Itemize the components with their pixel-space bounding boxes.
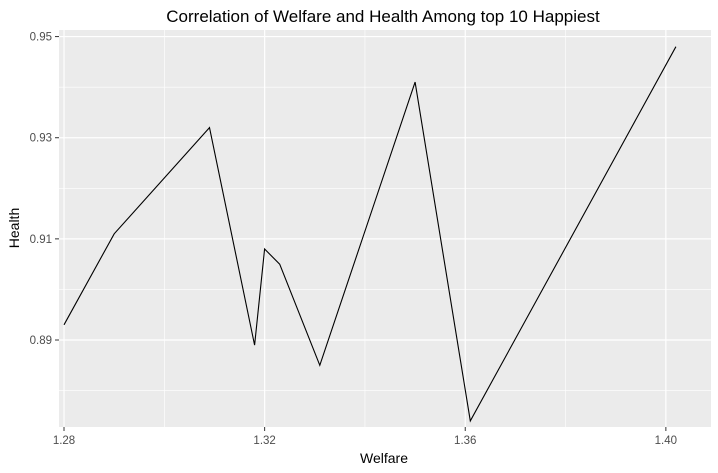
series-group <box>63 46 677 423</box>
major-gridlines <box>59 30 711 427</box>
minor-gridlines <box>59 30 711 427</box>
y-tick-label: 0.93 <box>30 133 52 145</box>
x-axis-title: Welfare <box>360 450 408 466</box>
x-tick-label: 1.28 <box>53 435 75 447</box>
x-tick-label: 1.36 <box>454 435 476 447</box>
y-axis: 0.89 0.91 0.93 0.95 <box>30 32 59 347</box>
plot-panel <box>59 30 711 427</box>
x-tick-label: 1.32 <box>253 435 275 447</box>
series-line <box>63 46 677 423</box>
y-tick-label: 0.89 <box>30 335 52 347</box>
x-axis: 1.28 1.32 1.36 1.40 <box>53 427 677 447</box>
y-tick-label: 0.91 <box>30 234 52 246</box>
x-tick-label: 1.40 <box>655 435 677 447</box>
y-axis-title: Health <box>6 208 22 248</box>
chart-title: Correlation of Welfare and Health Among … <box>166 7 600 26</box>
y-tick-label: 0.95 <box>30 32 52 44</box>
